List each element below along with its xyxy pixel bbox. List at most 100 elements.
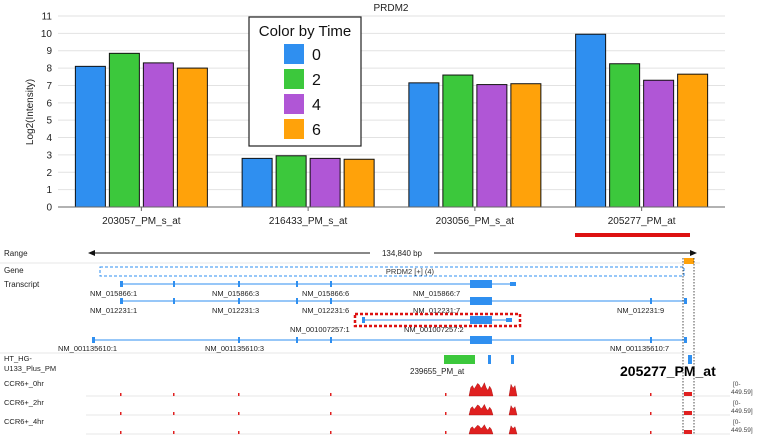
transcript-name: NM_015866:3 xyxy=(212,289,259,298)
bar xyxy=(677,73,709,208)
coverage-peak xyxy=(508,425,518,435)
legend-label: 4 xyxy=(312,97,321,114)
bar xyxy=(74,65,106,208)
coverage-tick xyxy=(330,412,332,415)
bar xyxy=(176,67,208,208)
y-tick-label: 8 xyxy=(46,64,52,75)
bar xyxy=(408,82,440,208)
bar xyxy=(108,52,140,208)
range-arrow-left xyxy=(88,250,95,256)
track-label: CCR6+_2hr xyxy=(4,398,44,407)
coverage-tracks: CCR6+_0hr [0-449.59]CCR6+_2hr [0-449.59]CC… xyxy=(4,379,753,435)
transcript-name: NM_015866:1 xyxy=(90,289,137,298)
legend-title: Color by Time xyxy=(259,23,352,40)
gene-marker xyxy=(684,258,694,264)
y-tick-label: 2 xyxy=(46,168,52,179)
y-tick-label: 6 xyxy=(46,98,52,109)
legend-label: 2 xyxy=(312,72,321,89)
transcript-exons xyxy=(120,280,516,288)
bar xyxy=(643,79,675,208)
coverage-peak xyxy=(468,382,494,397)
legend-label: 6 xyxy=(312,122,321,139)
x-axis: 203057_PM_s_at 216433_PM_s_at 203056_PM_s_… xyxy=(102,207,676,227)
probeset-bar xyxy=(444,355,475,364)
coverage-peak xyxy=(468,424,494,435)
gene-label: Gene xyxy=(4,266,24,275)
transcript-label: Transcript xyxy=(4,280,40,289)
bar xyxy=(575,33,607,208)
gene-box xyxy=(99,266,685,277)
track-range: [0- xyxy=(733,419,741,426)
y-tick-label: 1 xyxy=(46,185,52,196)
coverage-tick xyxy=(120,412,122,415)
x-tick-label: 205277_PM_at xyxy=(608,216,676,227)
coverage-tick xyxy=(684,411,692,415)
legend-swatch xyxy=(284,69,304,89)
genome-browser: Range 134,840 bp Gene PRDM2 [+] (4) Tran… xyxy=(0,248,753,435)
probeset-label: U133_Plus_PM xyxy=(4,364,56,373)
bar xyxy=(142,62,174,208)
chart-title: PRDM2 xyxy=(373,3,408,14)
bar xyxy=(476,84,508,208)
transcript-name: NM_001007257:2 xyxy=(404,325,464,334)
coverage-tick xyxy=(650,431,652,434)
coverage-tick xyxy=(684,430,692,434)
transcript-name: NM_001135610:1 xyxy=(58,344,117,353)
coverage-tick xyxy=(173,393,175,396)
probeset-bar xyxy=(688,355,692,364)
coverage-tick xyxy=(445,393,447,396)
transcript-name: NM_012231:6 xyxy=(302,306,349,315)
coverage-tick xyxy=(120,393,122,396)
legend-swatch xyxy=(284,44,304,64)
transcript-name: NM_012231:9 xyxy=(617,306,664,315)
bar xyxy=(510,83,542,208)
transcript-exons xyxy=(120,297,687,305)
y-tick-label: 5 xyxy=(46,116,52,127)
coverage-peak xyxy=(468,403,494,416)
bar xyxy=(442,74,474,208)
coverage-tick xyxy=(238,431,240,434)
coverage-tick xyxy=(238,412,240,415)
transcript-highlight-box xyxy=(353,312,522,328)
track-range: 449.59] xyxy=(731,389,753,396)
coverage-tick xyxy=(173,412,175,415)
transcript-name: NM_012231:3 xyxy=(212,306,259,315)
track-range: 449.59] xyxy=(731,408,753,415)
bars xyxy=(74,33,709,208)
probeset-label: HT_HG- xyxy=(4,354,32,363)
range-value: 134,840 bp xyxy=(382,249,423,258)
coverage-tick xyxy=(684,392,692,396)
track-range: [0- xyxy=(733,400,741,407)
legend-label: 0 xyxy=(312,47,321,64)
transcript-exons xyxy=(362,316,512,324)
track-label: CCR6+_4hr xyxy=(4,417,44,426)
coverage-tick xyxy=(650,393,652,396)
coverage-tick xyxy=(173,431,175,434)
x-tick-label: 203057_PM_s_at xyxy=(102,216,181,227)
transcript-name: NM_001007257:1 xyxy=(290,325,350,334)
track-label: CCR6+_0hr xyxy=(4,379,44,388)
bar-chart: PRDM2 Log2(Intensity) 0 1 2 3 4 5 6 7 8 9 10 11 203… xyxy=(25,3,725,237)
probeset-name: 239655_PM_at xyxy=(410,367,465,376)
coverage-peak xyxy=(508,405,518,416)
x-tick-label: 203056_PM_s_at xyxy=(436,216,515,227)
legend-swatch xyxy=(284,119,304,139)
track-range: [0- xyxy=(733,381,741,388)
coverage-tick xyxy=(330,431,332,434)
bar xyxy=(309,157,341,208)
bar xyxy=(241,157,273,208)
y-tick-label: 7 xyxy=(46,81,52,92)
range-arrow-right xyxy=(690,250,697,256)
transcript-name: NM_012231:7 xyxy=(413,306,460,315)
x-tick-label: 216433_PM_s_at xyxy=(269,216,348,227)
transcript-exons xyxy=(92,336,687,344)
coverage-tick xyxy=(238,393,240,396)
coverage-tick xyxy=(330,393,332,396)
y-tick-label: 10 xyxy=(41,29,53,40)
range-label: Range xyxy=(4,249,28,258)
y-tick-label: 4 xyxy=(46,133,52,144)
legend: Color by Time 0 2 4 6 xyxy=(248,16,362,147)
bar xyxy=(275,155,307,208)
y-tick-label: 3 xyxy=(46,150,52,161)
legend-box xyxy=(248,16,362,147)
